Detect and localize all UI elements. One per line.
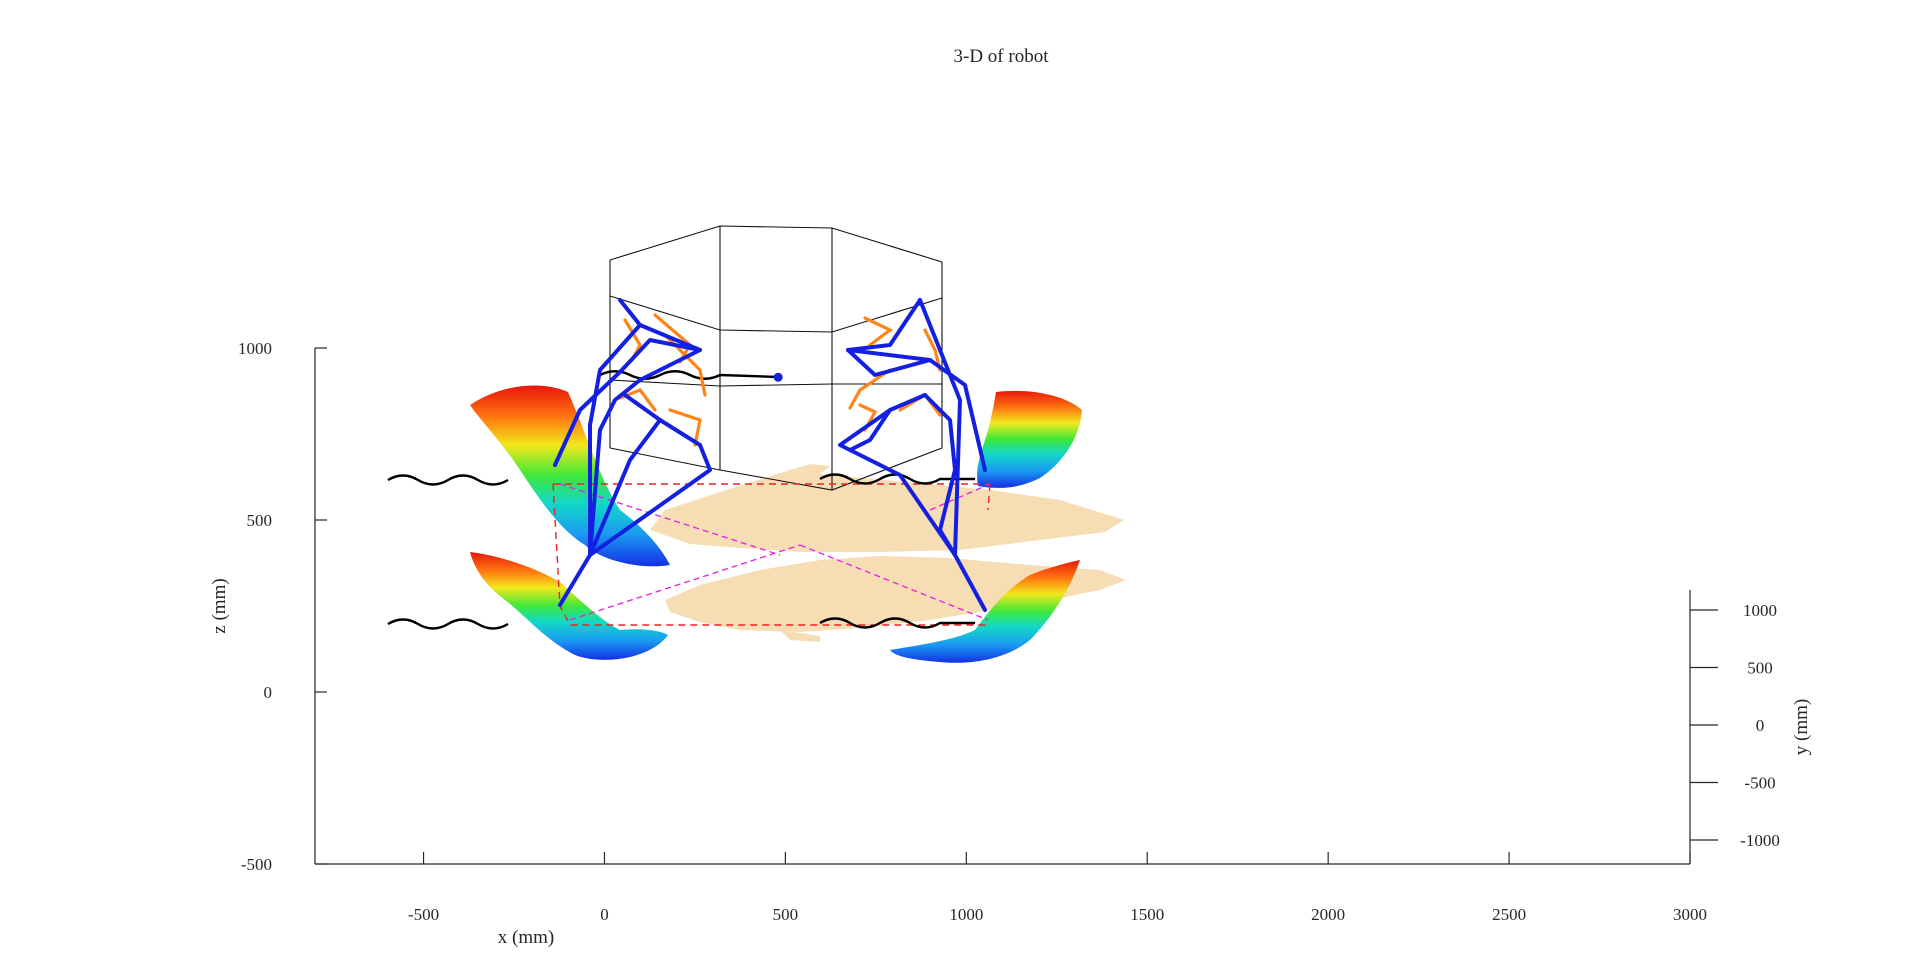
x-tick-label: 1500 [1130,905,1164,924]
x-tick-label: 0 [600,905,609,924]
x-axis-label: x (mm) [498,927,554,948]
y-tick-label: 0 [1756,716,1765,735]
workspace-rear-left [470,552,668,660]
terrain-upper-tail [790,464,830,474]
x-tick-label: 1000 [949,905,983,924]
leg-rear-right [838,393,987,612]
robot-body-frame [609,225,943,491]
chart-title: 3-D of robot [954,46,1050,67]
body-center-marker [773,372,783,382]
terrain-lower [665,556,1126,632]
leg-workspaces [470,385,1082,663]
z-tick-label: 500 [247,511,273,530]
support-polygon [552,483,991,626]
z-tick-label: 0 [264,683,273,702]
leg-rear-left [558,393,712,607]
x-axis-ticks: -500 0 500 1000 1500 2000 2500 3000 [408,852,1707,924]
y-axis-ticks: 1000 500 0 -500 -1000 [1690,601,1780,850]
x-tick-label: 2500 [1492,905,1526,924]
y-tick-label: -1000 [1740,831,1780,850]
z-tick-label: 1000 [238,339,272,358]
x-tick-label: -500 [408,905,439,924]
terrain-lower-tail [780,630,820,642]
x-tick-label: 500 [773,905,799,924]
z-axis-label: z (mm) [209,578,230,633]
terrain-upper [650,470,1124,552]
axes-frame [314,348,1691,865]
x-tick-label: 3000 [1673,905,1707,924]
workspace-front-right [977,390,1082,488]
x-tick-label: 2000 [1311,905,1345,924]
cog-projection [559,483,991,621]
z-tick-label: -500 [241,855,272,874]
y-axis-label: y (mm) [1791,699,1812,755]
y-tick-label: 500 [1747,659,1773,678]
workspace-rear-right [890,560,1080,663]
y-tick-label: -500 [1744,774,1775,793]
leg-front-right [846,298,987,472]
robot-legs [553,298,987,612]
z-axis-ticks: -500 0 500 1000 [238,339,327,874]
y-tick-label: 1000 [1743,601,1777,620]
terrain-cloud [650,464,1126,642]
workspace-front-left [470,385,670,567]
